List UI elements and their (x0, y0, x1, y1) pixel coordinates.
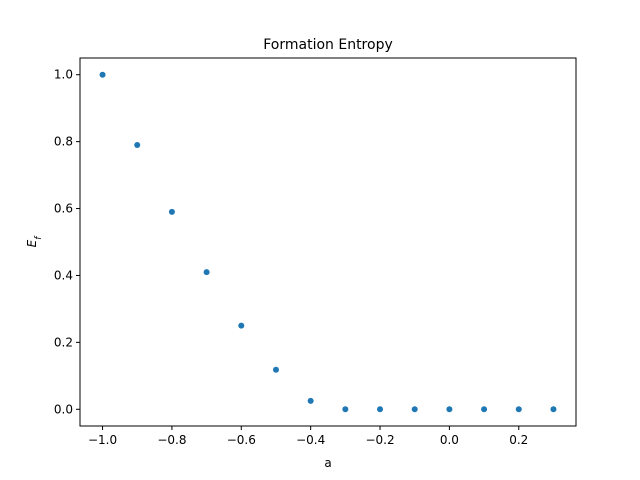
x-tick-label: −1.0 (88, 433, 117, 447)
plot-frame (79, 57, 577, 427)
x-tick-label: −0.6 (227, 433, 256, 447)
data-point (377, 406, 384, 413)
y-axis: 0.0 0.2 0.4 0.6 0.8 1.0 (54, 68, 80, 416)
x-axis-label: a (324, 456, 331, 470)
data-point (411, 406, 418, 413)
data-point (342, 406, 349, 413)
x-tick-label: −0.2 (365, 433, 394, 447)
y-tick-label: 0.2 (54, 335, 73, 349)
y-axis-label-sub: f (34, 235, 44, 240)
data-point (307, 397, 314, 404)
x-tick-label: −0.4 (296, 433, 325, 447)
x-tick-label: −0.8 (157, 433, 186, 447)
y-tick-label: 0.4 (54, 268, 73, 282)
data-point (134, 141, 141, 148)
data-point (446, 406, 453, 413)
y-axis-label: Ef (25, 235, 44, 248)
x-tick-label: 0.0 (440, 433, 459, 447)
chart-title: Formation Entropy (263, 37, 393, 53)
x-tick-label: 0.2 (509, 433, 528, 447)
y-tick-label: 1.0 (54, 68, 73, 82)
y-axis-label-main: E (25, 239, 39, 247)
data-point (481, 406, 488, 413)
data-point (272, 366, 279, 373)
x-axis: −1.0 −0.8 −0.6 −0.4 −0.2 0.0 0.2 (88, 426, 528, 447)
data-point (203, 269, 210, 276)
data-point (515, 406, 522, 413)
data-point (99, 71, 106, 78)
data-point (168, 208, 175, 215)
data-point (238, 322, 245, 329)
y-tick-label: 0.0 (54, 402, 73, 416)
data-point (550, 406, 557, 413)
y-tick-label: 0.6 (54, 202, 73, 216)
plot-area (99, 71, 557, 413)
y-tick-label: 0.8 (54, 135, 73, 149)
